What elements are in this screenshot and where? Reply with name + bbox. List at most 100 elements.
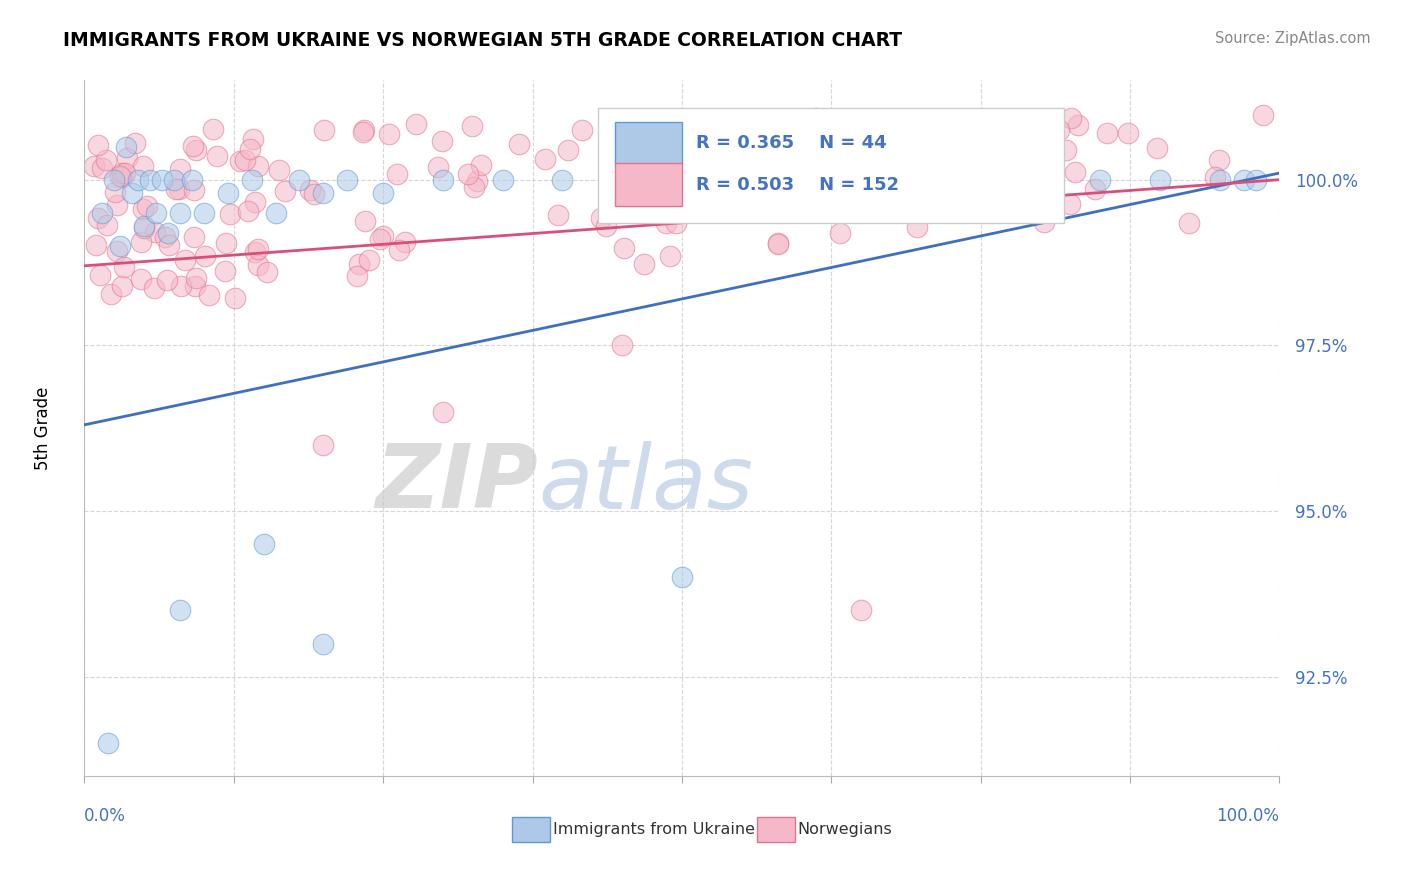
Point xyxy=(103,172,125,186)
Point xyxy=(405,117,427,131)
Point xyxy=(970,172,993,186)
Point xyxy=(243,195,266,210)
Point xyxy=(830,226,852,240)
Point xyxy=(1146,141,1168,155)
Point xyxy=(183,230,205,244)
Point xyxy=(302,187,325,202)
Point xyxy=(394,235,416,249)
Point xyxy=(298,183,321,197)
Point xyxy=(242,132,264,146)
Point xyxy=(432,404,454,418)
Point xyxy=(150,172,173,186)
Point xyxy=(432,172,454,186)
Point xyxy=(214,264,236,278)
Point xyxy=(470,158,492,172)
Point xyxy=(465,174,488,188)
Point xyxy=(673,190,696,204)
Point xyxy=(851,172,873,186)
Point xyxy=(219,207,242,221)
Point xyxy=(129,235,152,249)
Point xyxy=(91,206,114,220)
Point xyxy=(731,112,754,127)
Point xyxy=(492,172,515,186)
Point xyxy=(264,206,287,220)
Point xyxy=(143,225,166,239)
Point xyxy=(346,269,368,284)
Point xyxy=(135,199,157,213)
Point xyxy=(371,229,394,244)
Point xyxy=(236,204,259,219)
Point xyxy=(145,206,167,220)
Point xyxy=(163,172,186,186)
Point xyxy=(169,182,191,196)
Point xyxy=(134,221,156,235)
Point xyxy=(1067,118,1090,132)
Point xyxy=(352,125,374,139)
Point xyxy=(804,112,827,126)
Point xyxy=(1060,111,1083,125)
Point xyxy=(731,172,754,186)
Point xyxy=(655,216,678,230)
Point xyxy=(998,116,1021,130)
Point xyxy=(312,636,335,650)
Point xyxy=(153,230,176,244)
Point xyxy=(194,249,217,263)
Point xyxy=(253,537,276,551)
Point xyxy=(247,242,270,256)
Point xyxy=(124,136,146,150)
Point xyxy=(243,245,266,260)
Point xyxy=(647,165,669,179)
Point xyxy=(142,281,165,295)
Point xyxy=(84,237,107,252)
Point xyxy=(965,191,987,205)
Point xyxy=(96,219,118,233)
Point xyxy=(1209,172,1232,186)
Point xyxy=(551,172,574,186)
Point xyxy=(533,152,555,166)
Point xyxy=(87,211,110,225)
Text: R = 0.503    N = 152: R = 0.503 N = 152 xyxy=(696,176,900,194)
Point xyxy=(89,268,111,282)
Point xyxy=(427,160,450,174)
Point xyxy=(388,243,411,257)
Point xyxy=(312,438,335,452)
Point xyxy=(633,257,655,271)
Point xyxy=(1244,172,1267,186)
Point xyxy=(103,185,125,199)
Text: Source: ZipAtlas.com: Source: ZipAtlas.com xyxy=(1215,31,1371,46)
Point xyxy=(463,180,485,194)
Point xyxy=(108,169,131,183)
Point xyxy=(627,167,650,181)
Point xyxy=(97,736,120,750)
FancyBboxPatch shape xyxy=(614,121,682,164)
Y-axis label: 5th Grade: 5th Grade xyxy=(34,386,52,470)
Point xyxy=(111,278,134,293)
Point xyxy=(676,114,699,128)
Point xyxy=(267,162,290,177)
Point xyxy=(87,138,110,153)
Point xyxy=(94,153,117,168)
Point xyxy=(851,603,873,617)
Point xyxy=(111,170,134,185)
Point xyxy=(235,153,257,167)
Point xyxy=(1033,215,1056,229)
Point xyxy=(671,570,693,584)
Point xyxy=(193,206,215,220)
FancyBboxPatch shape xyxy=(614,163,682,206)
Point xyxy=(460,119,482,133)
Point xyxy=(659,249,682,263)
Point xyxy=(115,152,138,166)
FancyBboxPatch shape xyxy=(758,817,796,842)
FancyBboxPatch shape xyxy=(599,108,1064,223)
Point xyxy=(790,172,813,186)
Point xyxy=(105,198,128,212)
Point xyxy=(169,161,191,176)
Point xyxy=(347,257,370,271)
Point xyxy=(865,187,887,202)
Point xyxy=(111,166,134,180)
Point xyxy=(1029,172,1052,186)
Point xyxy=(1059,197,1081,211)
Point xyxy=(373,186,395,200)
Point xyxy=(1054,143,1077,157)
Point xyxy=(890,163,912,178)
